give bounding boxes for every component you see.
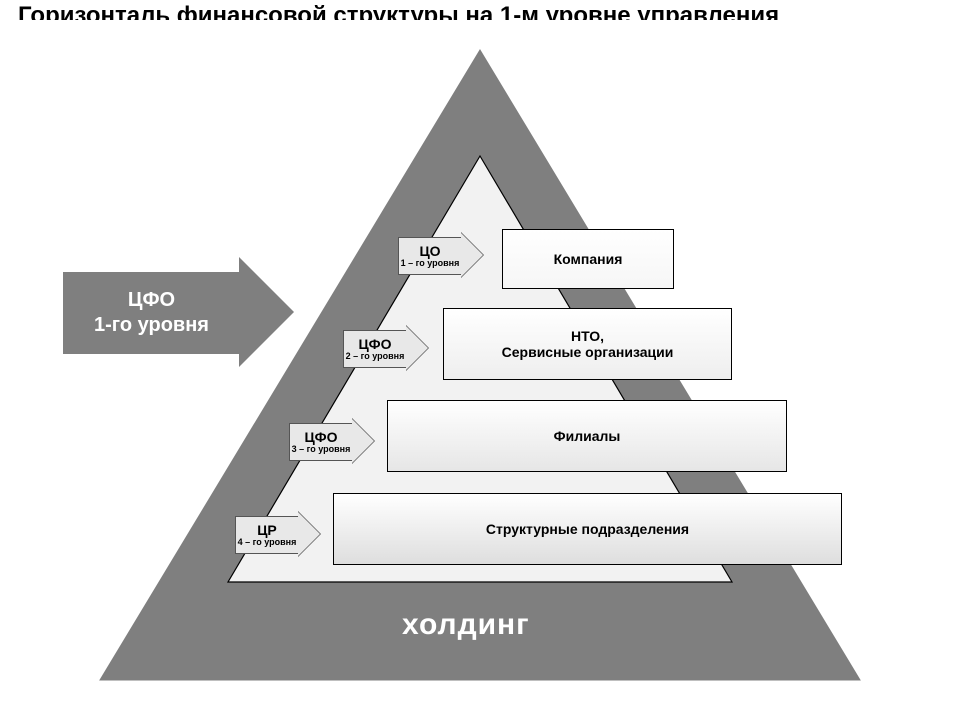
tier-1-text: НТО,: [571, 328, 604, 344]
big-arrow: ЦФО 1-го уровня: [63, 272, 240, 354]
tier-0-text: Компания: [554, 251, 623, 267]
tier-0: Компания: [502, 229, 674, 289]
small-arrow-1-title: ЦФО: [358, 337, 391, 352]
small-arrow-2-sub: 3 – го уровня: [292, 445, 351, 454]
small-arrow-1-sub: 2 – го уровня: [346, 352, 405, 361]
tier-1-text: Сервисные организации: [502, 344, 674, 360]
big-arrow-line1: ЦФО: [128, 288, 175, 313]
small-arrow-1: ЦФО2 – го уровня: [343, 330, 407, 368]
tier-2: Филиалы: [387, 400, 787, 472]
tier-1: НТО,Сервисные организации: [443, 308, 732, 380]
tier-3-text: Структурные подразделения: [486, 521, 689, 537]
small-arrow-3-title: ЦР: [257, 523, 277, 538]
big-arrow-head: [239, 257, 294, 367]
small-arrow-3-sub: 4 – го уровня: [238, 538, 297, 547]
diagram-stage: Горизонталь финансовой структуры на 1-м …: [0, 0, 960, 720]
small-arrow-2: ЦФО3 – го уровня: [289, 423, 353, 461]
small-arrow-0: ЦО1 – го уровня: [398, 237, 462, 275]
tier-2-text: Филиалы: [554, 428, 621, 444]
small-arrow-2-title: ЦФО: [304, 430, 337, 445]
small-arrow-0-title: ЦО: [419, 244, 440, 259]
small-arrow-0-sub: 1 – го уровня: [401, 259, 460, 268]
tier-3: Структурные подразделения: [333, 493, 842, 565]
small-arrow-3: ЦР4 – го уровня: [235, 516, 299, 554]
holding-label: холдинг: [402, 608, 530, 642]
big-arrow-line2: 1-го уровня: [94, 313, 209, 338]
